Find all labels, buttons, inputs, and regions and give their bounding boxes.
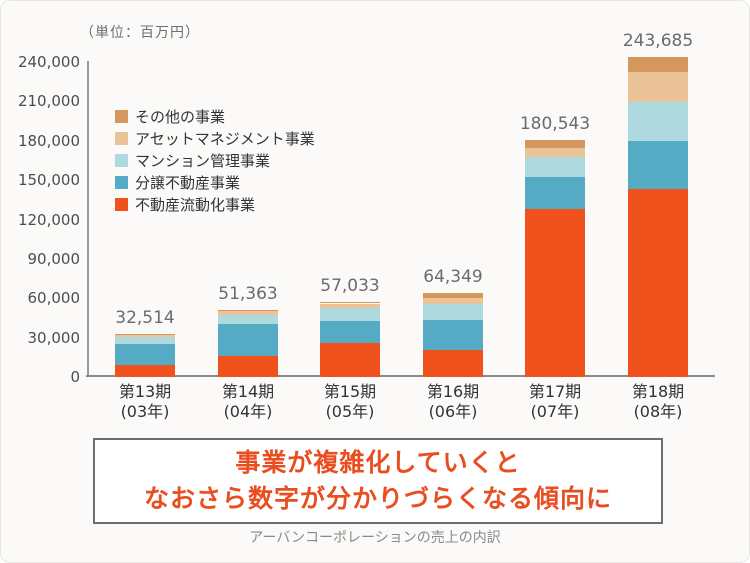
legend-label: その他の事業	[135, 107, 226, 126]
bar-segment-その他の事業	[218, 309, 278, 312]
bar-segment-不動産流動化事業	[628, 188, 688, 377]
bar-segment-アセットマネジメント事業	[320, 303, 380, 309]
bar-total-label: 57,033	[320, 276, 380, 297]
bar-segment-マンション管理事業	[423, 303, 483, 320]
legend-color-swatch	[115, 153, 128, 167]
legend-color-swatch	[115, 175, 128, 189]
bar-segment-その他の事業	[628, 57, 688, 73]
callout-box: 事業が複雑化していくと なおさら数字が分かりづらくなる傾向に	[93, 438, 663, 524]
bar-total-label: 32,514	[115, 308, 175, 329]
y-axis-tick-label: 90,000	[27, 249, 81, 268]
callout-line-1: 事業が複雑化していくと	[235, 448, 521, 477]
legend: その他の事業アセットマネジメント事業 マンション管理事業 分譲不動産事業 不動産流動化…	[115, 105, 315, 215]
unit-label: （単位：百万円）	[80, 25, 200, 41]
y-axis-tick-label: 240,000	[17, 53, 80, 71]
bar-total-label: 51,363	[218, 283, 278, 304]
bar-segment-分譲不動産事業	[218, 323, 278, 356]
bar-segment-不動産流動化事業	[320, 342, 380, 377]
x-axis-category-label: 第16期 (06年)	[426, 382, 480, 421]
bar-segment-不動産流動化事業	[525, 209, 585, 377]
bar-segment-マンション管理事業	[320, 308, 380, 321]
bar-segment-アセットマネジメント事業	[115, 335, 175, 337]
y-axis-tick-label: 180,000	[17, 131, 80, 150]
bar-total-label: 64,349	[423, 266, 483, 287]
y-axis-tick-label: 0	[70, 368, 80, 386]
caption: アーバンコーポレーションの売上の内訳	[249, 530, 501, 546]
bar-segment-その他の事業	[423, 292, 483, 298]
legend-label: 分譲不動産事業	[135, 173, 241, 192]
legend-color-swatch	[115, 109, 128, 123]
bar-segment-アセットマネジメント事業	[218, 311, 278, 316]
legend-item: その他の事業	[115, 105, 315, 127]
x-axis-line	[86, 375, 715, 377]
bar-segment-不動産流動化事業	[423, 350, 483, 377]
bar-segment-その他の事業	[320, 302, 380, 304]
x-axis-category-label: 第18期 (08年)	[631, 382, 685, 421]
legend-label: 不動産流動化事業	[135, 195, 256, 214]
legend-color-swatch	[115, 197, 128, 211]
bar-segment-マンション管理事業	[525, 157, 585, 177]
bar-segment-その他の事業	[115, 334, 175, 335]
legend-item: 分譲不動産事業	[115, 171, 315, 193]
legend-label: マンション管理事業	[135, 151, 271, 170]
bar-segment-アセットマネジメント事業	[525, 148, 585, 158]
bar-segment-アセットマネジメント事業	[628, 72, 688, 103]
bar-total-label: 180,543	[519, 114, 591, 135]
bar-total-label: 243,685	[622, 31, 694, 52]
y-axis-tick-label: 60,000	[27, 289, 81, 308]
legend-item: 不動産流動化事業	[115, 193, 315, 215]
legend-item: マンション管理事業	[115, 149, 315, 171]
bar-segment-分譲不動産事業	[628, 140, 688, 189]
y-axis-tick-label: 30,000	[27, 328, 81, 347]
bar-segment-分譲不動産事業	[320, 320, 380, 343]
bar-segment-不動産流動化事業	[218, 356, 278, 377]
legend-label: アセットマネジメント事業	[135, 129, 315, 148]
y-axis-tick-label: 120,000	[17, 210, 80, 229]
bar-segment-分譲不動産事業	[423, 319, 483, 351]
x-axis-category-label: 第14期 (04年)	[221, 382, 275, 421]
bar-segment-マンション管理事業	[115, 336, 175, 345]
y-axis-line	[87, 61, 89, 377]
bar-segment-アセットマネジメント事業	[423, 297, 483, 304]
bar-segment-その他の事業	[525, 140, 585, 149]
y-axis-tick-label: 210,000	[17, 92, 80, 111]
x-axis-category-label: 第17期 (07年)	[528, 382, 582, 421]
legend-item: アセットマネジメント事業	[115, 127, 315, 149]
x-axis-category-label: 第15期 (05年)	[323, 382, 377, 421]
bar-segment-分譲不動産事業	[115, 344, 175, 366]
y-axis-tick-label: 150,000	[17, 171, 80, 190]
bar-segment-不動産流動化事業	[115, 365, 175, 377]
x-axis-category-label: 第13期 (03年)	[118, 382, 172, 421]
bar-segment-マンション管理事業	[218, 315, 278, 324]
legend-color-swatch	[115, 131, 128, 145]
callout-line-2: なおさら数字が分かりづらくなる傾向に	[143, 484, 612, 513]
bar-segment-マンション管理事業	[628, 102, 688, 141]
bar-segment-分譲不動産事業	[525, 176, 585, 210]
